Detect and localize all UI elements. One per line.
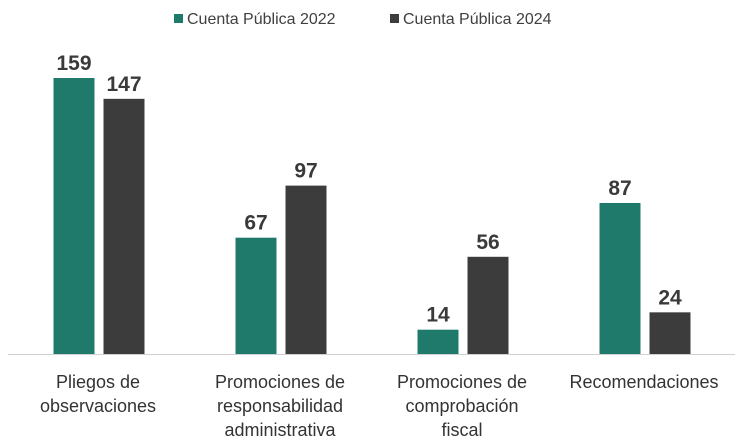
- category-label-3-line-1: Promociones de: [397, 372, 527, 392]
- chart-bars: [53, 78, 691, 354]
- category-label-4-line-1: Recomendaciones: [569, 372, 718, 392]
- category-label-2-line-1: Promociones de: [215, 372, 345, 392]
- data-label-2-series-1: 67: [244, 212, 267, 235]
- category-label-2-line-2: responsabilidad: [217, 396, 343, 416]
- data-label-1-series-1: 159: [56, 52, 91, 75]
- data-label-3-series-2: 56: [476, 231, 499, 254]
- legend-swatch-1: [174, 14, 183, 23]
- category-label-1-line-2: observaciones: [40, 396, 156, 416]
- data-label-3-series-1: 14: [426, 304, 450, 327]
- bar-4-series-2: [649, 312, 691, 354]
- bar-4-series-1: [599, 202, 641, 354]
- data-label-4-series-1: 87: [608, 177, 631, 200]
- bar-2-series-1: [235, 237, 277, 354]
- data-label-4-series-2: 24: [658, 286, 682, 309]
- chart-legend: Cuenta Pública 2022 Cuenta Pública 2024: [174, 11, 552, 28]
- category-label-2-line-3: administrativa: [224, 420, 336, 437]
- bar-1-series-2: [103, 98, 145, 354]
- category-label-2: Promociones de responsabilidad administrat…: [215, 372, 345, 437]
- category-label-1: Pliegos de observaciones: [40, 372, 156, 416]
- bar-2-series-2: [285, 185, 327, 354]
- category-label-4: Recomendaciones: [569, 372, 718, 392]
- category-label-1-line-1: Pliegos de: [56, 372, 140, 392]
- category-label-3: Promociones de comprobación fiscal: [397, 372, 527, 437]
- chart-value-labels: 159 147 67 97 14 56 87 24: [56, 52, 682, 327]
- bar-3-series-1: [417, 329, 459, 354]
- legend-label-1: Cuenta Pública 2022: [187, 11, 336, 28]
- data-label-2-series-2: 97: [294, 160, 317, 183]
- category-label-3-line-3: fiscal: [441, 420, 482, 437]
- data-label-1-series-2: 147: [106, 73, 141, 96]
- bar-1-series-1: [53, 78, 95, 354]
- legend-label-2: Cuenta Pública 2024: [403, 11, 552, 28]
- category-label-3-line-2: comprobación: [405, 396, 518, 416]
- bar-3-series-2: [467, 256, 509, 354]
- chart-category-labels: Pliegos de observaciones Promociones de res…: [40, 372, 719, 437]
- legend-swatch-2: [390, 14, 399, 23]
